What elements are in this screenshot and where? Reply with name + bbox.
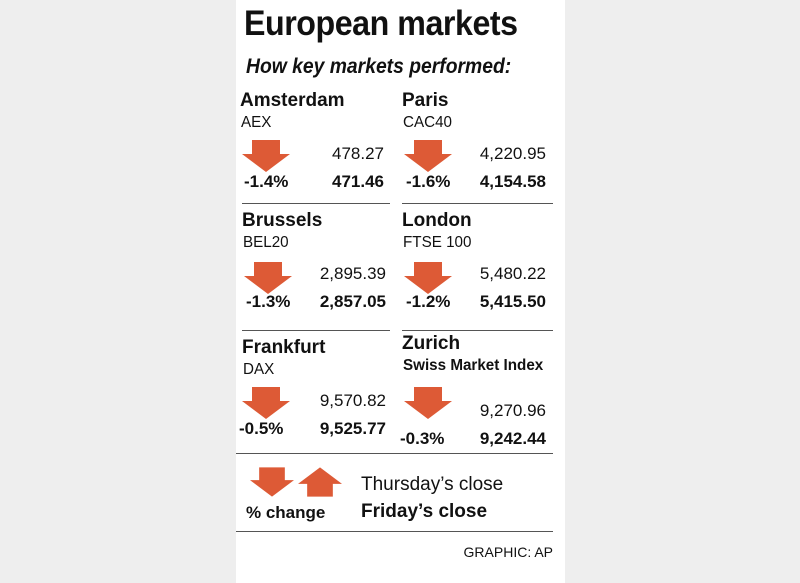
market-index: CAC40 bbox=[403, 114, 452, 131]
market-index: AEX bbox=[241, 114, 272, 131]
divider bbox=[242, 203, 390, 204]
thursday-close-value: 9,270.96 bbox=[479, 401, 546, 420]
friday-close-value: 9,525.77 bbox=[319, 419, 386, 438]
friday-close-value: 4,154.58 bbox=[479, 172, 546, 191]
market-zurich: Zurich Swiss Market Index 9,270.96 -0.3%… bbox=[400, 333, 552, 451]
market-frankfurt: Frankfurt DAX 9,570.82 -0.5% 9,525.77 bbox=[239, 337, 392, 455]
divider bbox=[402, 203, 553, 204]
down-arrow-icon bbox=[244, 262, 292, 294]
market-name: London bbox=[402, 210, 472, 231]
friday-close-value: 5,415.50 bbox=[479, 292, 546, 311]
friday-close-value: 471.46 bbox=[332, 172, 384, 191]
percent-change: -1.2% bbox=[406, 292, 451, 311]
legend-thursday-close-label: Thursday’s close bbox=[361, 474, 504, 495]
divider bbox=[242, 330, 390, 331]
market-index: Swiss Market Index bbox=[403, 357, 544, 374]
friday-close-value: 9,242.44 bbox=[479, 429, 546, 448]
divider bbox=[402, 330, 553, 331]
thursday-close-value: 478.27 bbox=[332, 144, 384, 163]
legend-percent-change-label: % change bbox=[246, 503, 326, 522]
down-arrow-icon bbox=[404, 387, 452, 419]
market-name: Paris bbox=[402, 90, 449, 111]
market-name: Brussels bbox=[242, 210, 323, 231]
thursday-close-value: 5,480.22 bbox=[479, 264, 546, 283]
percent-change: -0.3% bbox=[400, 429, 445, 448]
market-amsterdam: Amsterdam AEX 478.27 -1.4% 471.46 bbox=[240, 90, 390, 208]
percent-change: -0.5% bbox=[239, 419, 284, 438]
infographic-panel: European markets How key markets perform… bbox=[236, 0, 565, 583]
down-arrow-icon bbox=[250, 467, 294, 497]
chart-title: European markets bbox=[244, 4, 518, 43]
percent-change: -1.3% bbox=[246, 292, 291, 311]
chart-subtitle: How key markets performed: bbox=[246, 55, 512, 78]
graphic-credit: GRAPHIC: AP bbox=[463, 544, 553, 560]
market-index: DAX bbox=[243, 361, 275, 378]
market-brussels: Brussels BEL20 2,895.39 -1.3% 2,857.05 bbox=[242, 210, 392, 328]
market-london: London FTSE 100 5,480.22 -1.2% 5,415.50 bbox=[402, 210, 552, 328]
down-arrow-icon bbox=[242, 140, 290, 172]
friday-close-value: 2,857.05 bbox=[319, 292, 386, 311]
down-arrow-icon bbox=[242, 387, 290, 419]
market-name: Frankfurt bbox=[242, 337, 326, 358]
up-arrow-icon bbox=[298, 467, 342, 497]
market-paris: Paris CAC40 4,220.95 -1.6% 4,154.58 bbox=[402, 90, 552, 208]
market-index: FTSE 100 bbox=[403, 234, 472, 251]
market-name: Amsterdam bbox=[240, 90, 345, 111]
percent-change: -1.4% bbox=[244, 172, 289, 191]
thursday-close-value: 4,220.95 bbox=[479, 144, 546, 163]
divider bbox=[236, 453, 553, 454]
percent-change: -1.6% bbox=[406, 172, 451, 191]
down-arrow-icon bbox=[404, 262, 452, 294]
thursday-close-value: 2,895.39 bbox=[319, 264, 386, 283]
thursday-close-value: 9,570.82 bbox=[319, 391, 386, 410]
down-arrow-icon bbox=[404, 140, 452, 172]
divider bbox=[236, 531, 553, 532]
market-name: Zurich bbox=[402, 333, 461, 354]
legend-friday-close-label: Friday’s close bbox=[361, 501, 488, 522]
market-index: BEL20 bbox=[243, 234, 289, 251]
